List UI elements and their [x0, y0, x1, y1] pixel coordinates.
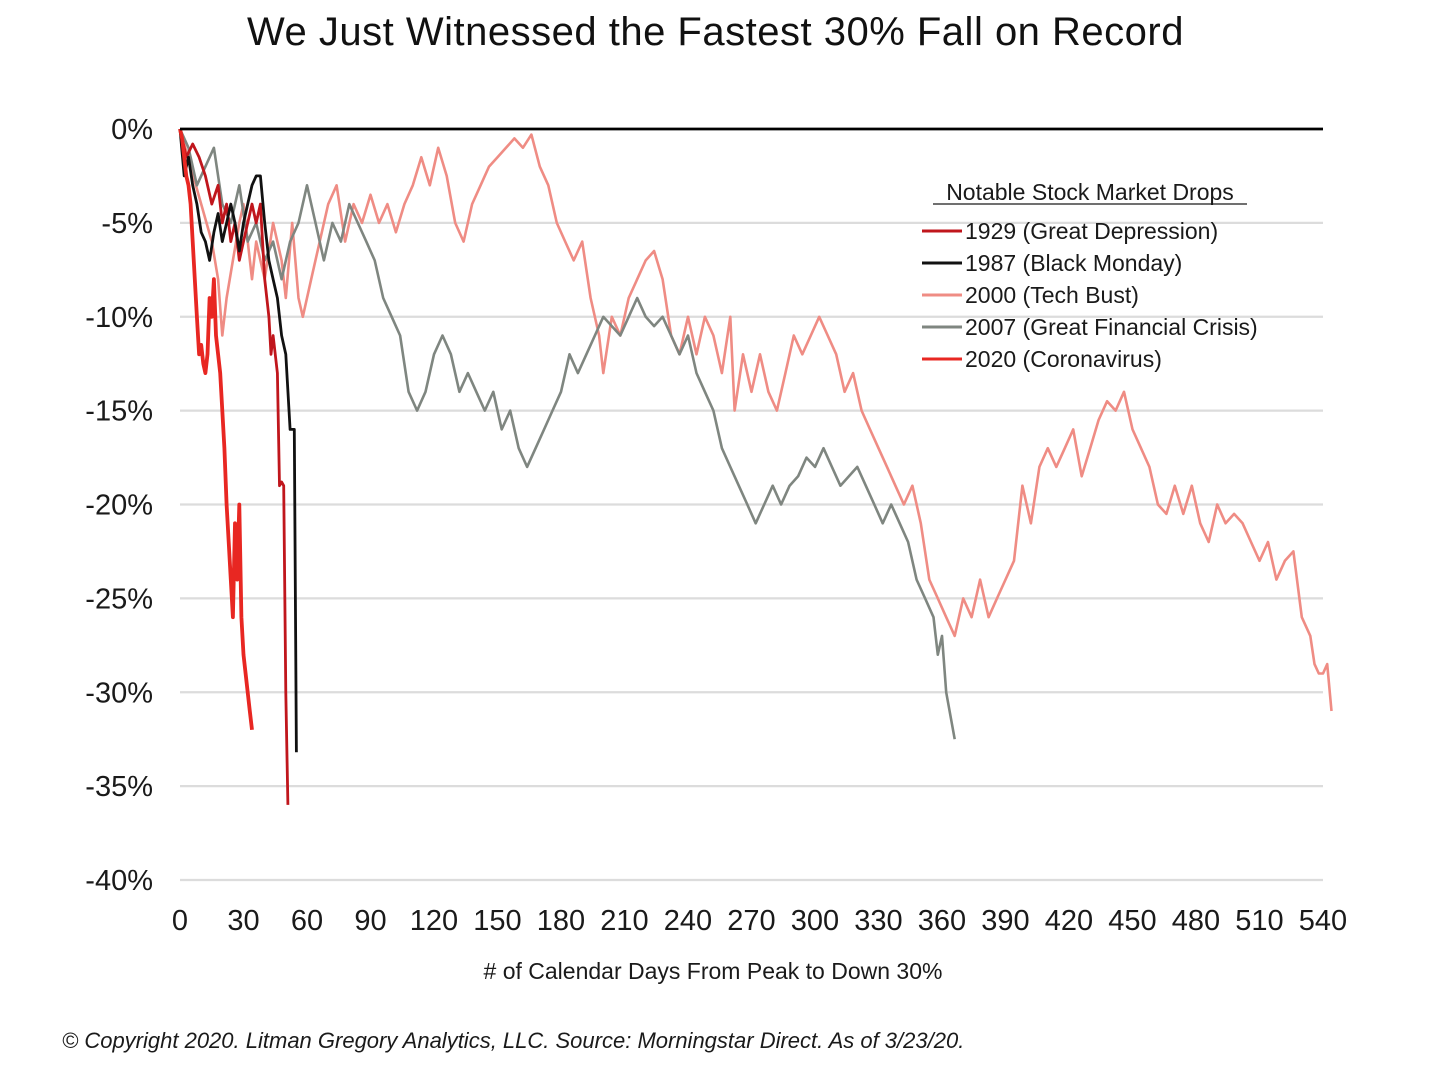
x-tick-label: 60: [291, 905, 323, 937]
x-tick-label: 180: [537, 905, 585, 937]
x-tick-label: 420: [1045, 905, 1093, 937]
x-tick-label: 330: [854, 905, 902, 937]
y-tick-label: -20%: [85, 490, 153, 522]
chart-title: We Just Witnessed the Fastest 30% Fall o…: [247, 10, 1184, 54]
x-tick-label: 30: [227, 905, 259, 937]
x-tick-label: 210: [600, 905, 648, 937]
series-line: [178, 128, 1333, 712]
gridlines: [180, 221, 1323, 882]
y-tick-label: 0%: [111, 114, 153, 146]
legend-label: 1929 (Great Depression): [965, 218, 1218, 244]
y-tick-label: -40%: [85, 865, 153, 897]
x-tick-label: 390: [981, 905, 1029, 937]
x-tick-label: 360: [918, 905, 966, 937]
y-tick-label: -35%: [85, 771, 153, 803]
x-axis-ticks: 0 30 60 90 120 150 180 210 240 270 300 330 360 390 420…: [172, 905, 1347, 937]
series-line: [178, 128, 956, 740]
x-tick-label: 120: [410, 905, 458, 937]
x-tick-label: 150: [473, 905, 521, 937]
x-tick-label: 270: [727, 905, 775, 937]
legend-label: 2007 (Great Financial Crisis): [965, 314, 1258, 340]
x-tick-label: 480: [1172, 905, 1220, 937]
y-tick-label: -15%: [85, 396, 153, 428]
x-tick-label: 0: [172, 905, 188, 937]
x-tick-label: 450: [1108, 905, 1156, 937]
x-tick-label: 240: [664, 905, 712, 937]
series-line: [178, 128, 298, 753]
series-line: [178, 128, 254, 731]
series-lines: [178, 127, 1333, 805]
y-tick-label: -30%: [85, 677, 153, 709]
x-tick-label: 90: [354, 905, 386, 937]
legend-label: 2020 (Coronavirus): [965, 346, 1162, 372]
y-tick-label: -10%: [85, 302, 153, 334]
x-tick-label: 510: [1235, 905, 1283, 937]
legend-title: Notable Stock Market Drops: [946, 179, 1234, 205]
legend-label: 1987 (Black Monday): [965, 250, 1182, 276]
y-tick-label: -25%: [85, 583, 153, 615]
x-tick-label: 540: [1299, 905, 1347, 937]
legend-label: 2000 (Tech Bust): [965, 282, 1139, 308]
x-tick-label: 300: [791, 905, 839, 937]
legend-items: 1929 (Great Depression) 1987 (Black Monda…: [922, 218, 1258, 372]
series-line: [178, 128, 290, 805]
legend: Notable Stock Market Drops 1929 (Great D…: [922, 179, 1258, 372]
x-axis-title: # of Calendar Days From Peak to Down 30%: [484, 958, 943, 984]
footnote: © Copyright 2020. Litman Gregory Analyti…: [62, 1028, 965, 1053]
y-tick-label: -5%: [101, 208, 153, 240]
y-axis-ticks: 0% -5% -10% -15% -20% -25% -30% -35% -40%: [85, 114, 153, 897]
